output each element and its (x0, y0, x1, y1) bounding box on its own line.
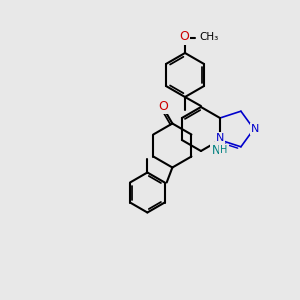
Text: O: O (179, 31, 189, 44)
Text: H: H (220, 145, 228, 155)
Text: N: N (212, 143, 220, 157)
Text: N: N (216, 133, 224, 143)
Text: N: N (251, 124, 259, 134)
Text: O: O (158, 100, 168, 113)
Text: CH₃: CH₃ (199, 32, 218, 42)
